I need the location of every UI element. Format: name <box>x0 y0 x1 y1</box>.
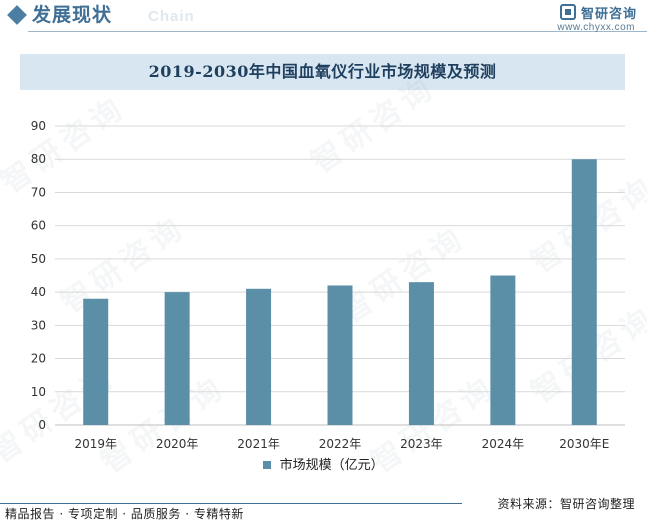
y-tick-label: 70 <box>31 185 46 199</box>
bar <box>490 275 516 425</box>
chart-title: 2019-2030年中国血氧仪行业市场规模及预测 <box>148 62 497 81</box>
footer-tagline: 精品报告 · 专项定制 · 品质服务 · 专精特新 <box>5 507 244 521</box>
logo-icon <box>559 4 576 20</box>
brand-logo: 智研咨询 <box>559 3 637 22</box>
y-tick-label: 10 <box>31 385 46 399</box>
footer-source: 资料来源：智研咨询整理 <box>497 497 635 511</box>
legend-label: 市场规模（亿元） <box>279 458 384 473</box>
bar <box>83 298 109 425</box>
x-tick-label: 2030年E <box>559 437 609 451</box>
bar <box>164 292 190 425</box>
website-url: www.chyxx.com <box>557 22 635 33</box>
brand-name: 智研咨询 <box>580 6 637 22</box>
header-divider <box>28 31 647 32</box>
bar <box>246 288 272 425</box>
section-subtitle: Chain <box>148 8 195 25</box>
y-tick-label: 90 <box>31 119 46 133</box>
y-tick-label: 60 <box>31 219 46 233</box>
x-tick-label: 2019年 <box>74 437 117 451</box>
x-tick-label: 2024年 <box>482 437 525 451</box>
section-title: 发展现状 <box>32 4 113 26</box>
y-tick-label: 40 <box>31 285 46 299</box>
footer-divider <box>0 503 462 504</box>
legend-swatch <box>263 460 272 469</box>
y-tick-label: 20 <box>31 352 46 366</box>
y-tick-label: 80 <box>31 152 46 166</box>
x-tick-label: 2022年 <box>319 437 362 451</box>
y-tick-label: 0 <box>38 418 46 432</box>
chart-title-banner: 2019-2030年中国血氧仪行业市场规模及预测 <box>20 54 625 90</box>
x-tick-label: 2020年 <box>156 437 199 451</box>
chart-legend: 市场规模（亿元） <box>0 457 647 475</box>
y-tick-label: 30 <box>31 318 46 332</box>
x-tick-label: 2021年 <box>237 437 280 451</box>
bar <box>571 159 597 425</box>
bar <box>408 282 434 425</box>
x-tick-label: 2023年 <box>400 437 443 451</box>
section-header: 发展现状 Chain 智研咨询 www.chyxx.com <box>0 0 647 34</box>
bar <box>327 285 353 425</box>
y-tick-label: 50 <box>31 252 46 266</box>
